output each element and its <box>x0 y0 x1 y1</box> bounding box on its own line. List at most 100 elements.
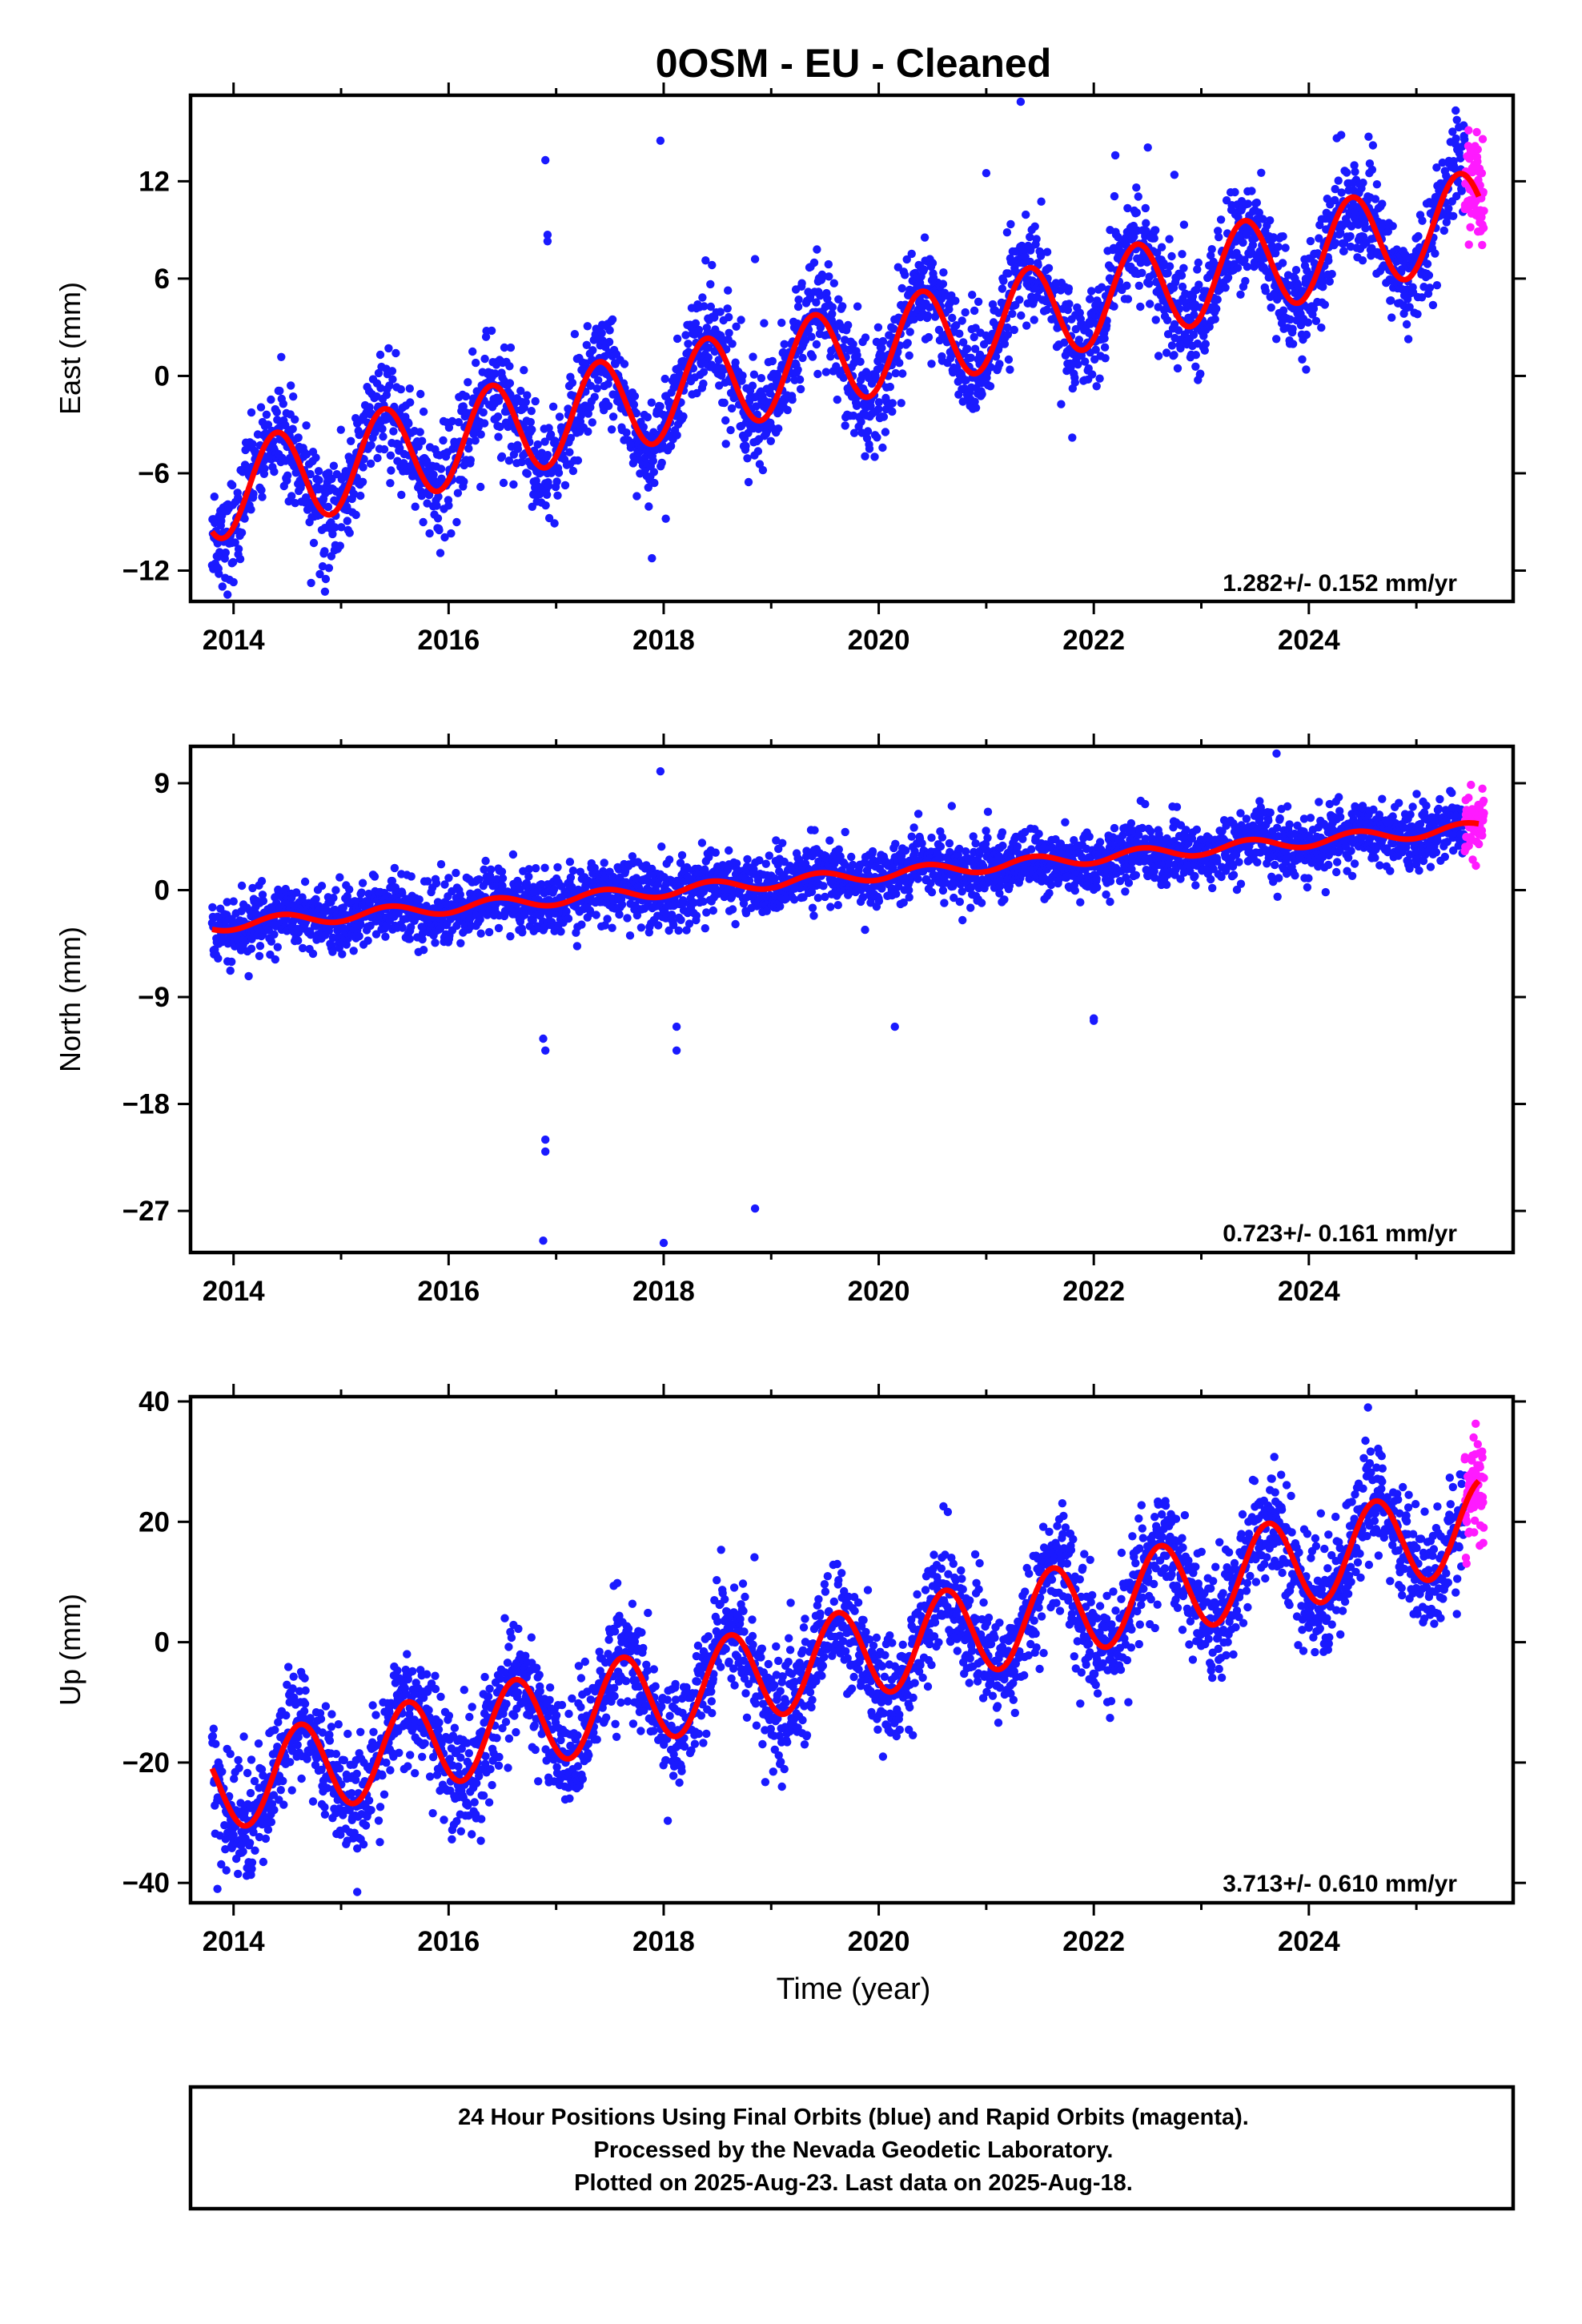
east-final-point <box>1278 259 1287 267</box>
north-final-point <box>329 894 338 903</box>
east-final-point <box>1432 163 1441 172</box>
east-rapid-point <box>1478 240 1487 250</box>
east-final-point <box>879 412 889 421</box>
east-final-point <box>1350 161 1359 170</box>
east-final-point <box>405 384 414 393</box>
east-final-point <box>1306 236 1315 246</box>
north-final-point <box>938 886 948 895</box>
east-final-point <box>247 505 255 514</box>
east-rapid-point <box>1473 145 1483 154</box>
east-rapid-point <box>1476 181 1484 190</box>
east-final-point <box>844 320 853 330</box>
east-final-point <box>808 352 817 361</box>
north-final-point <box>947 802 957 810</box>
east-rapid-point <box>1477 169 1487 178</box>
east-final-point <box>706 279 715 289</box>
east-final-point <box>1272 335 1281 344</box>
east-outlier-point <box>661 514 670 523</box>
east-final-point <box>1070 378 1080 387</box>
north-final-point <box>665 926 673 935</box>
east-final-point <box>1303 318 1313 327</box>
east-final-point <box>523 391 532 400</box>
north-final-point <box>292 888 301 897</box>
north-final-point <box>966 903 975 912</box>
north-final-point <box>431 939 440 947</box>
north-final-point <box>743 854 752 864</box>
east-final-point <box>648 456 657 465</box>
east-final-point <box>258 493 267 501</box>
north-final-point <box>405 935 414 943</box>
east-rapid-point <box>1464 126 1473 135</box>
north-final-point <box>617 900 627 909</box>
east-final-point <box>629 400 639 409</box>
east-final-point <box>958 316 966 325</box>
north-final-point <box>481 856 490 866</box>
east-final-point <box>1324 256 1333 265</box>
east-final-point <box>991 352 1001 361</box>
east-final-point <box>691 319 701 328</box>
east-final-point <box>1371 195 1380 203</box>
east-final-point <box>1209 257 1218 267</box>
east-final-point <box>998 284 1007 293</box>
east-final-point <box>952 321 961 330</box>
east-rapid-point <box>1479 187 1488 196</box>
east-final-point <box>1424 271 1434 279</box>
north-final-point <box>705 853 713 862</box>
east-final-point <box>1130 232 1138 241</box>
east-final-point <box>1134 281 1144 290</box>
east-final-point <box>1320 300 1330 309</box>
north-final-point <box>676 858 685 867</box>
east-final-point <box>809 258 819 267</box>
east-final-point <box>1026 257 1034 267</box>
east-final-point <box>386 451 396 460</box>
east-final-point <box>1428 300 1438 310</box>
east-final-point <box>1331 195 1339 205</box>
east-final-point <box>752 402 761 411</box>
east-final-point <box>479 408 488 417</box>
east-final-point <box>1142 227 1150 235</box>
east-final-point <box>460 477 468 486</box>
east-final-point <box>1311 316 1321 325</box>
east-final-point <box>366 459 375 468</box>
east-final-point <box>447 529 456 538</box>
north-final-point <box>600 921 609 930</box>
north-final-point <box>807 887 817 896</box>
north-final-point <box>532 864 540 873</box>
east-final-point <box>496 422 504 432</box>
east-final-point <box>309 538 319 548</box>
east-final-point <box>1454 178 1463 187</box>
east-final-point <box>644 483 652 492</box>
north-final-point <box>498 874 508 883</box>
east-final-point <box>608 315 617 324</box>
east-final-point <box>795 375 805 384</box>
north-final-point <box>809 911 818 920</box>
east-final-point <box>693 388 701 398</box>
north-final-point <box>452 868 460 878</box>
east-final-point <box>1302 330 1311 340</box>
east-final-point <box>1342 168 1351 177</box>
east-final-point <box>386 479 395 488</box>
east-final-point <box>1351 167 1359 176</box>
east-final-point <box>1211 315 1219 324</box>
east-final-point <box>1190 310 1199 320</box>
east-final-point <box>1163 269 1172 278</box>
east-final-point <box>1212 304 1221 313</box>
north-final-point <box>423 877 432 886</box>
east-final-point <box>218 582 227 591</box>
north-final-point <box>848 860 857 870</box>
north-final-point <box>298 943 307 953</box>
east-final-point <box>1207 245 1216 254</box>
east-final-point <box>649 468 658 476</box>
north-final-point <box>518 928 527 937</box>
east-final-point <box>812 298 821 307</box>
east-final-point <box>376 384 385 392</box>
east-final-point <box>1194 258 1203 267</box>
north-final-point <box>677 850 687 860</box>
east-final-point <box>541 501 550 510</box>
east-final-point <box>335 541 344 550</box>
north-final-point <box>540 863 549 872</box>
north-final-point <box>311 922 321 931</box>
east-final-point <box>531 396 540 406</box>
north-final-point <box>711 848 720 857</box>
north-final-point <box>810 826 819 834</box>
